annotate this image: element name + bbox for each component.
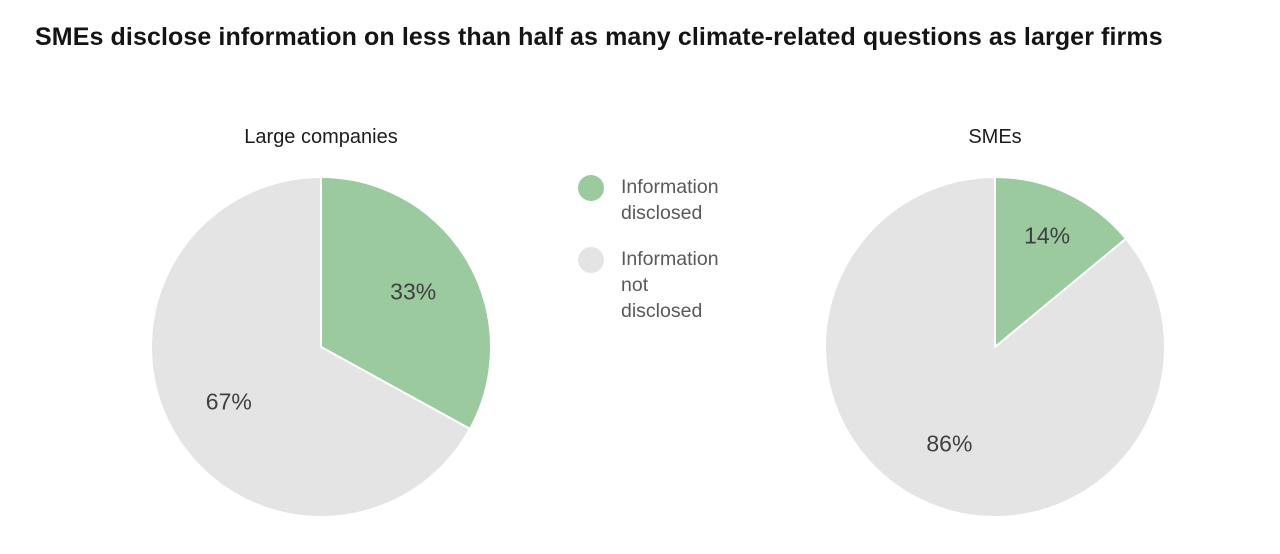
- chart-title-smes: SMEs: [968, 126, 1022, 148]
- legend-item-disclosed: Information disclosed: [578, 174, 719, 226]
- page-title: SMEs disclose information on less than h…: [35, 23, 1163, 51]
- slice-label: 86%: [926, 430, 973, 457]
- pie-svg-large-companies: [150, 176, 492, 518]
- legend-item-not-disclosed: Information not disclosed: [578, 246, 719, 324]
- pie-chart-large-companies: Large companies 33% 67%: [149, 122, 493, 519]
- pie-slice-information-disclosed: [320, 176, 492, 430]
- pie-slice-information-disclosed: [994, 176, 1127, 348]
- chart-legend: Information disclosed Information not di…: [578, 174, 719, 324]
- legend-dot-not-disclosed-icon: [578, 247, 604, 273]
- slice-label: 14%: [1024, 222, 1071, 249]
- pie-large-companies: 33% 67%: [149, 175, 493, 519]
- slice-label: 33%: [390, 278, 437, 305]
- pie-svg-smes: [824, 176, 1166, 518]
- legend-label-disclosed: Information disclosed: [621, 176, 719, 224]
- legend-dot-disclosed-icon: [578, 175, 604, 201]
- slice-label: 67%: [205, 388, 252, 415]
- pie-slice-information-not-disclosed: [824, 176, 1166, 518]
- chart-title-large-companies: Large companies: [244, 126, 398, 148]
- legend-label-not-disclosed: Information not disclosed: [621, 248, 719, 322]
- pie-smes: 14% 86%: [823, 175, 1167, 519]
- pie-slice-information-not-disclosed: [150, 176, 471, 518]
- pie-chart-smes: SMEs 14% 86%: [823, 122, 1167, 519]
